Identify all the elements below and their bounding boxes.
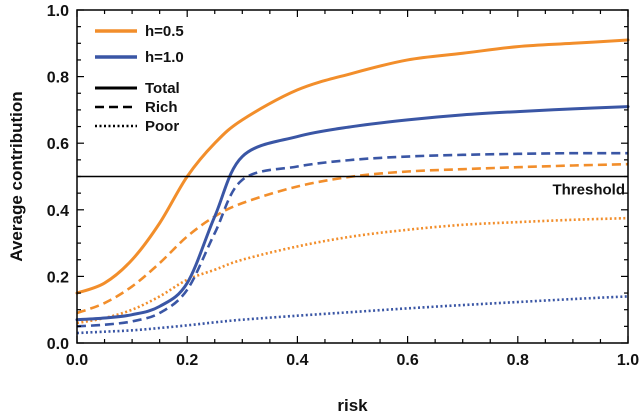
threshold-label: Threshold [552,182,625,199]
legend-label: h=1.0 [145,49,184,66]
series-line-h05-poor [76,216,629,325]
legend-label: h=0.5 [145,23,184,40]
y-tick-label: 0.0 [47,336,69,353]
series-line-h10-poor [76,295,629,335]
legend-label: Rich [145,99,178,116]
legend-label: Poor [145,118,179,135]
x-tick-label: 1.0 [617,352,639,369]
series-line-h05-rich [76,162,629,315]
series-line-h10-rich [76,151,629,328]
y-tick-label: 0.6 [47,136,69,153]
series-layer [75,38,630,335]
y-tick-label: 0.4 [47,203,69,220]
y-tick-label: 1.0 [47,3,69,20]
x-axis-label: risk [337,396,368,415]
legend: h=0.5 h=1.0 Total Rich Poor [95,23,184,135]
axis-ticks: 0.0 0.2 0.4 0.6 0.8 1.0 0.0 0.2 0.4 0.6 0.8 1.0 [47,3,639,369]
y-tick-label: 0.8 [47,70,69,87]
series-line-h10-total [75,105,630,322]
x-tick-label: 0.6 [396,352,418,369]
series-line-h05-total [75,38,630,295]
x-tick-label: 0.8 [507,352,529,369]
y-tick-label: 0.2 [47,269,69,286]
x-tick-label: 0.4 [286,352,308,369]
x-tick-label: 0.0 [66,352,88,369]
legend-label: Total [145,80,180,97]
y-axis-label: Average contribution [7,91,26,261]
x-tick-label: 0.2 [176,352,198,369]
